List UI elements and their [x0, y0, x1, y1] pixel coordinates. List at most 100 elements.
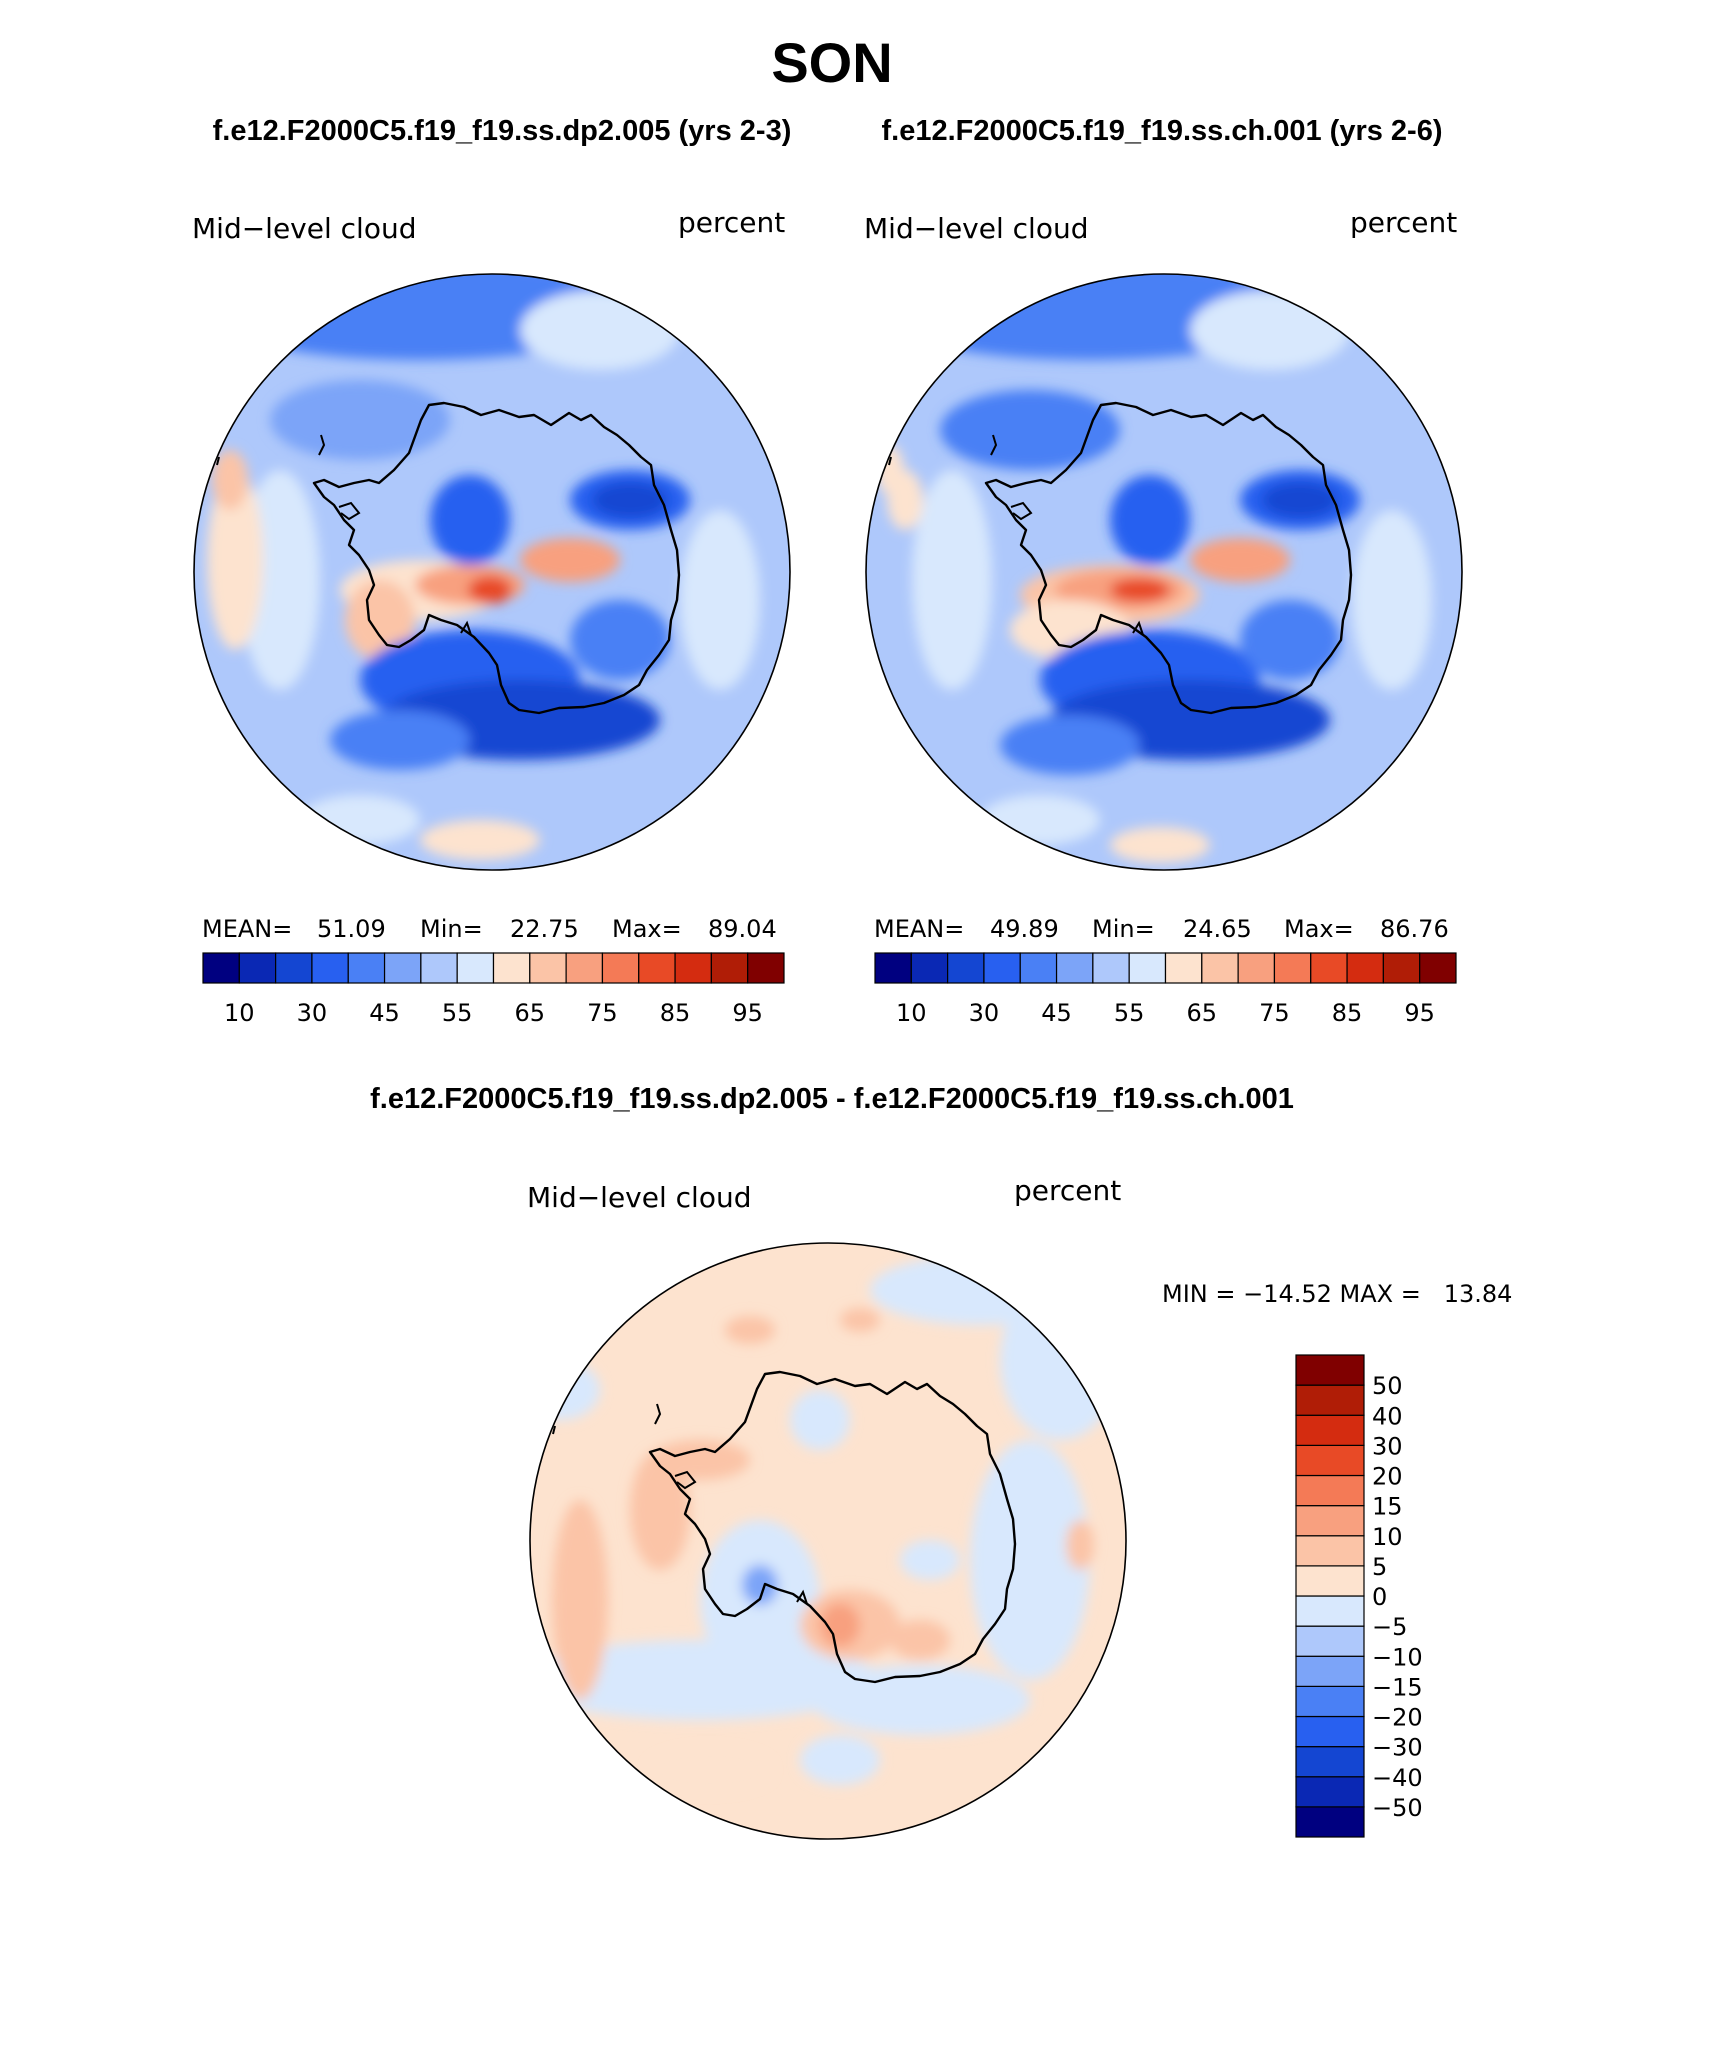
colorbar-tick-label: 85	[1332, 999, 1363, 1027]
colorbar-swatch	[1055, 952, 1094, 984]
colorbar-swatch	[674, 952, 712, 984]
colorbar-tick-label: 45	[1041, 999, 1072, 1027]
colorbar-swatch	[710, 952, 749, 984]
mean-value: 49.89	[990, 915, 1059, 943]
colorbar-swatch	[1295, 1384, 1365, 1416]
colorbar-tick-label: 30	[1372, 1432, 1403, 1460]
stats-line: MEAN= 49.89 Min= 24.65 Max= 86.76	[874, 915, 1449, 943]
colorbar-swatch	[420, 952, 458, 984]
map-boundary	[193, 273, 791, 871]
colorbar-swatch	[1295, 1535, 1365, 1567]
colorbar-tick-label: −50	[1372, 1794, 1423, 1822]
colorbar-swatch	[1295, 1354, 1365, 1386]
colorbar-tick-label: 20	[1372, 1463, 1403, 1491]
map-panel-right: Mid−level cloud percent	[864, 206, 1463, 1027]
map-panel-left: Mid−level cloud percent	[192, 206, 791, 1027]
colorbar-tick-label: 75	[587, 999, 618, 1027]
colorbar-swatch	[1164, 952, 1203, 984]
colorbar-swatch	[747, 952, 785, 984]
colorbar-tick-label: 10	[224, 999, 255, 1027]
colorbar-swatch	[1419, 952, 1457, 984]
colorbar-swatch	[1273, 952, 1312, 984]
colorbar-tick-label: −15	[1372, 1673, 1423, 1701]
map-field	[530, 1243, 1126, 1839]
colorbar-tick-label: 65	[1187, 999, 1218, 1027]
colorbar-swatch	[1295, 1625, 1365, 1657]
colorbar-swatch	[1295, 1505, 1365, 1537]
min-max-text: MIN = −14.52 MAX = 13.84	[1162, 1280, 1512, 1308]
colorbar-swatch	[492, 952, 531, 984]
colorbar-tick-label: 95	[1404, 999, 1435, 1027]
min-value: 22.75	[510, 915, 579, 943]
variable-label: Mid−level cloud	[192, 212, 416, 245]
colorbar-tick-label: 0	[1372, 1583, 1387, 1611]
colorbar-swatch	[1019, 952, 1058, 984]
colorbar-swatch	[1295, 1414, 1365, 1446]
map-field	[194, 274, 790, 870]
colorbar-swatch	[601, 952, 640, 984]
colorbar-swatch	[910, 952, 949, 984]
colorbar-right: 10 30 45 55 65 75 85 95	[874, 952, 1457, 1027]
max-value: 89.04	[708, 915, 777, 943]
colorbar-swatch	[238, 952, 277, 984]
colorbar-swatch	[874, 952, 912, 984]
colorbar-swatch	[1295, 1595, 1365, 1627]
stats-line: MEAN= 51.09 Min= 22.75 Max= 89.04	[202, 915, 777, 943]
colorbar-swatch	[1346, 952, 1384, 984]
colorbar-tick-label: 5	[1372, 1553, 1387, 1581]
min-label: Min=	[1092, 915, 1155, 943]
units-label: percent	[678, 206, 785, 239]
colorbar-tick-label: −30	[1372, 1734, 1423, 1762]
colorbar-tick-label: 45	[369, 999, 400, 1027]
colorbar-tick-label: 95	[732, 999, 763, 1027]
colorbar-swatch	[383, 952, 422, 984]
colorbar-tick-label: 55	[1114, 999, 1145, 1027]
colorbar-tick-label: 30	[297, 999, 328, 1027]
map-boundary	[865, 273, 1463, 871]
colorbar-swatch	[983, 952, 1021, 984]
colorbar-left: 10 30 45 55 65 75 85 95	[202, 952, 785, 1027]
colorbar-swatch	[947, 952, 985, 984]
colorbar-tick-label: 65	[515, 999, 546, 1027]
colorbar-swatch	[1237, 952, 1276, 984]
colorbar-swatch	[1092, 952, 1130, 984]
map-boundary	[529, 1242, 1127, 1840]
colorbar-swatch	[1295, 1474, 1365, 1507]
max-value: 86.76	[1380, 915, 1449, 943]
variable-label: Mid−level cloud	[864, 212, 1088, 245]
header-right: f.e12.F2000C5.f19_f19.ss.ch.001 (yrs 2-6…	[881, 115, 1442, 147]
colorbar-tick-label: 75	[1259, 999, 1290, 1027]
colorbar-swatch	[1382, 952, 1421, 984]
min-value: 24.65	[1183, 915, 1252, 943]
colorbar-tick-label: 40	[1372, 1402, 1403, 1430]
colorbar-tick-label: 55	[442, 999, 473, 1027]
colorbar-swatch	[1295, 1746, 1365, 1778]
colorbar-swatch	[202, 952, 240, 984]
colorbar-swatch	[1295, 1655, 1365, 1687]
units-label: percent	[1350, 206, 1457, 239]
colorbar-tick-label: 15	[1372, 1493, 1403, 1521]
figure-title: SON	[771, 31, 892, 94]
map-field	[866, 274, 1462, 870]
colorbar-swatch	[529, 952, 567, 984]
units-label: percent	[1014, 1174, 1121, 1207]
colorbar-tick-label: 50	[1372, 1372, 1403, 1400]
colorbar-swatch	[1128, 952, 1167, 984]
min-label: Min=	[420, 915, 483, 943]
colorbar-swatch	[638, 952, 676, 984]
map-panel-diff: Mid−level cloud percent MIN = −14.52 MAX…	[527, 1174, 1512, 1840]
mean-label: MEAN=	[874, 915, 964, 943]
colorbar-swatch	[1295, 1776, 1365, 1808]
colorbar-swatch	[565, 952, 604, 984]
colorbar-swatch	[347, 952, 386, 984]
max-label: Max=	[612, 915, 682, 943]
colorbar-swatch	[1295, 1806, 1365, 1838]
colorbar-tick-label: 10	[1372, 1523, 1403, 1551]
colorbar-tick-label: 30	[969, 999, 1000, 1027]
colorbar-swatch	[1295, 1565, 1365, 1597]
colorbar-tick-label: 85	[660, 999, 691, 1027]
colorbar-swatch	[1201, 952, 1239, 984]
colorbar-tick-label: −10	[1372, 1643, 1423, 1671]
